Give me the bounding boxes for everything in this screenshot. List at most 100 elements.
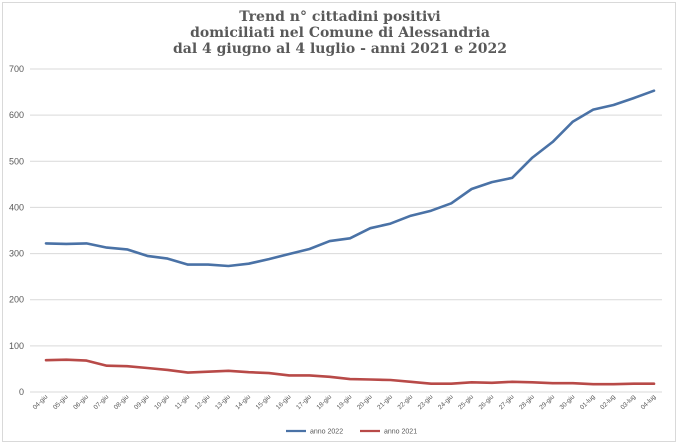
chart-title-line-2: domiciliati nel Comune di Alessandria [190, 25, 490, 41]
x-tick-label: 04-lug [640, 393, 658, 411]
y-tick-label: 600 [9, 110, 24, 120]
series-line-1 [44, 358, 656, 386]
data-point [166, 368, 169, 371]
data-point [105, 364, 108, 367]
data-point [511, 380, 514, 383]
x-tick-label: 20-giu [356, 393, 374, 411]
x-tick-label: 11-giu [174, 393, 192, 411]
x-tick-label: 25-giu [457, 393, 475, 411]
legend-label: anno 2021 [384, 429, 417, 436]
x-tick-label: 16-giu [275, 393, 293, 411]
data-point [308, 248, 311, 250]
x-tick-label: 12-giu [194, 393, 212, 411]
x-tick-label: 30-giu [559, 393, 577, 411]
data-point [65, 242, 68, 245]
data-point [409, 380, 412, 383]
data-point [470, 188, 473, 190]
data-point [126, 365, 128, 368]
data-point [632, 97, 635, 99]
x-tick-label: 01-lug [579, 393, 597, 411]
legend: anno 2022 anno 2021 [286, 429, 417, 436]
data-point [409, 214, 412, 217]
data-point [207, 263, 210, 266]
data-point [490, 381, 493, 384]
x-tick-label: 17-giu [295, 393, 313, 411]
data-point [572, 120, 574, 123]
data-point [511, 176, 514, 179]
data-point [551, 382, 554, 385]
chart-frame [2, 2, 676, 442]
x-tick-label: 08-giu [113, 393, 131, 411]
data-point [146, 254, 149, 257]
data-point [186, 371, 189, 374]
x-tick-label: 03-lug [619, 393, 637, 411]
x-tick-label: 07-giu [92, 393, 110, 411]
data-point [389, 379, 392, 381]
y-tick-label: 700 [9, 64, 24, 74]
data-point [247, 262, 250, 265]
x-tick-label: 28-giu [518, 393, 536, 411]
data-point [288, 253, 291, 255]
data-point [65, 358, 68, 361]
data-point [389, 222, 392, 225]
data-point [490, 181, 493, 183]
data-point [450, 202, 453, 205]
data-point [207, 370, 210, 373]
data-point [653, 382, 655, 385]
x-tick-label: 15-giu [255, 393, 273, 411]
x-tick-label: 27-giu [498, 393, 516, 411]
x-tick-label: 05-giu [52, 393, 70, 411]
x-tick-label: 09-giu [133, 393, 151, 411]
data-point [288, 374, 291, 377]
x-tick-label: 02-lug [599, 393, 617, 411]
data-point [166, 257, 169, 260]
x-tick-label: 10-giu [153, 393, 171, 411]
data-point [328, 375, 331, 378]
y-tick-label: 200 [9, 295, 24, 305]
chart-title-line-3: dal 4 giugno al 4 luglio - anni 2021 e 2… [172, 41, 508, 57]
data-point [268, 372, 270, 374]
y-tick-label: 400 [9, 202, 24, 212]
data-point [85, 359, 88, 362]
x-tick-label: 06-giu [72, 393, 90, 411]
y-tick-label: 500 [9, 156, 24, 166]
series-line-0 [44, 89, 656, 268]
data-point [531, 156, 534, 159]
data-point [328, 240, 331, 243]
x-tick-label: 18-giu [315, 393, 333, 411]
x-tick-label: 23-giu [417, 393, 435, 411]
data-point [227, 369, 230, 372]
x-tick-label: 22-giu [396, 393, 414, 411]
x-tick-label: 26-giu [478, 393, 496, 411]
data-point [592, 383, 595, 386]
y-axis-ticks: 0 100 200 300 400 500 600 700 [9, 64, 24, 397]
data-point [653, 89, 655, 92]
data-point [105, 246, 108, 249]
data-point [470, 381, 473, 384]
data-point [349, 378, 351, 380]
data-point [450, 382, 453, 385]
x-axis-ticks: 04-giu 05-giu 06-giu 07-giu 08-giu 09-giu 10-g… [32, 393, 658, 411]
x-tick-label: 19-giu [336, 393, 354, 411]
data-point [430, 382, 432, 385]
data-point [551, 141, 554, 143]
data-point [146, 367, 149, 369]
series-lines [44, 89, 656, 386]
data-point [247, 371, 250, 374]
data-point [612, 104, 615, 106]
x-tick-label: 21-giu [376, 393, 394, 411]
chart-title-line-1: Trend n° cittadini positivi [239, 9, 441, 25]
data-point [349, 237, 351, 240]
y-tick-label: 0 [19, 387, 24, 397]
data-point [268, 258, 270, 261]
data-point [369, 378, 372, 381]
data-point [531, 381, 534, 384]
data-point [369, 227, 372, 230]
gridlines [30, 68, 662, 393]
y-tick-label: 100 [9, 341, 24, 351]
data-point [430, 209, 432, 212]
data-point [632, 382, 635, 385]
legend-label: anno 2022 [310, 429, 343, 436]
x-tick-label: 24-giu [437, 393, 455, 411]
